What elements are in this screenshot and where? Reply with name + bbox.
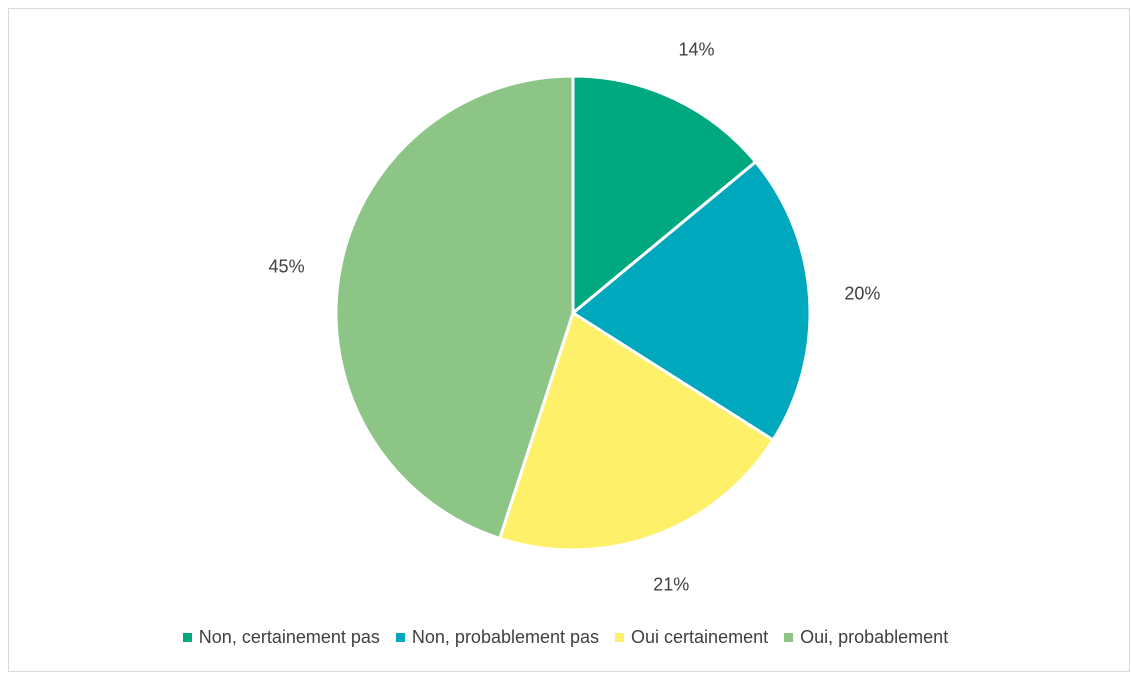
pie-slices: [334, 74, 812, 552]
data-label-4: 45%: [269, 256, 305, 276]
pie-slice-1: [571, 74, 758, 315]
pie-data-labels: 14% 20% 21% 45%: [269, 39, 881, 594]
data-label-3: 21%: [653, 575, 689, 595]
legend-label-2: Non, probablement pas: [411, 627, 600, 647]
legend-label-1: Non, certainement pas: [198, 627, 380, 647]
chart-legend: Non, certainement pas Non, probablement p…: [0, 627, 1131, 648]
legend-swatch-3: [615, 633, 625, 642]
legend-swatch-4: [784, 633, 794, 642]
data-label-1: 14%: [678, 39, 714, 59]
legend-label-3: Oui certainement: [631, 627, 769, 647]
legend-label-4: Oui, probablement: [800, 627, 949, 647]
legend-swatch-2: [395, 633, 405, 642]
data-label-2: 20%: [844, 284, 880, 304]
pie-slice-3: [498, 311, 775, 552]
legend-swatch-1: [182, 633, 192, 642]
legend-item-3: Oui certainement: [615, 627, 768, 648]
pie-slice-4: [334, 74, 575, 540]
pie-slice-2: [571, 160, 812, 442]
legend-item-4: Oui, probablement: [784, 627, 948, 648]
legend-item-2: Non, probablement pas: [395, 627, 600, 648]
legend-item-1: Non, certainement pas: [182, 627, 380, 648]
